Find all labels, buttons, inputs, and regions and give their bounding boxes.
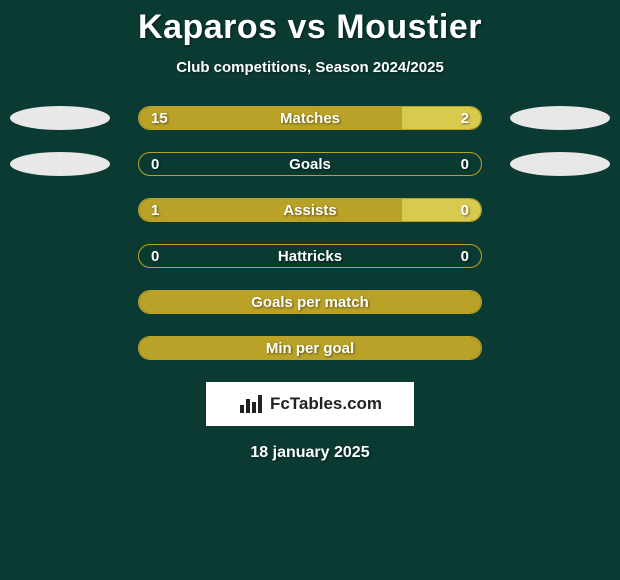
stat-label: Min per goal	[139, 340, 481, 357]
comparison-rows: 152Matches 00Goals 10Assists 00Hattricks Goa…	[0, 106, 620, 360]
stat-label: Matches	[139, 110, 481, 127]
spacer	[510, 244, 610, 268]
stat-label: Goals per match	[139, 294, 481, 311]
player-left-oval	[10, 152, 110, 176]
stat-label: Goals	[139, 156, 481, 173]
stat-row: 10Assists	[0, 198, 620, 222]
player-right-oval	[510, 152, 610, 176]
stat-bar: Goals per match	[138, 290, 482, 314]
spacer	[510, 290, 610, 314]
stat-row: 152Matches	[0, 106, 620, 130]
page-title: Kaparos vs Moustier	[0, 0, 620, 47]
spacer	[10, 198, 110, 222]
player-right-oval	[510, 106, 610, 130]
stat-row: 00Hattricks	[0, 244, 620, 268]
spacer	[10, 336, 110, 360]
bars-icon	[238, 393, 264, 415]
spacer	[10, 244, 110, 268]
date-label: 18 january 2025	[0, 444, 620, 462]
logo-text: FcTables.com	[270, 394, 382, 414]
stat-row: Min per goal	[0, 336, 620, 360]
stat-row: Goals per match	[0, 290, 620, 314]
stat-row: 00Goals	[0, 152, 620, 176]
spacer	[510, 198, 610, 222]
stat-bar: 00Hattricks	[138, 244, 482, 268]
subtitle: Club competitions, Season 2024/2025	[0, 59, 620, 76]
player-left-oval	[10, 106, 110, 130]
spacer	[510, 336, 610, 360]
stat-bar: Min per goal	[138, 336, 482, 360]
spacer	[10, 290, 110, 314]
stat-bar: 00Goals	[138, 152, 482, 176]
stat-label: Hattricks	[139, 248, 481, 265]
stat-label: Assists	[139, 202, 481, 219]
logo-box: FcTables.com	[206, 382, 414, 426]
logo: FcTables.com	[238, 393, 382, 415]
stat-bar: 10Assists	[138, 198, 482, 222]
stat-bar: 152Matches	[138, 106, 482, 130]
